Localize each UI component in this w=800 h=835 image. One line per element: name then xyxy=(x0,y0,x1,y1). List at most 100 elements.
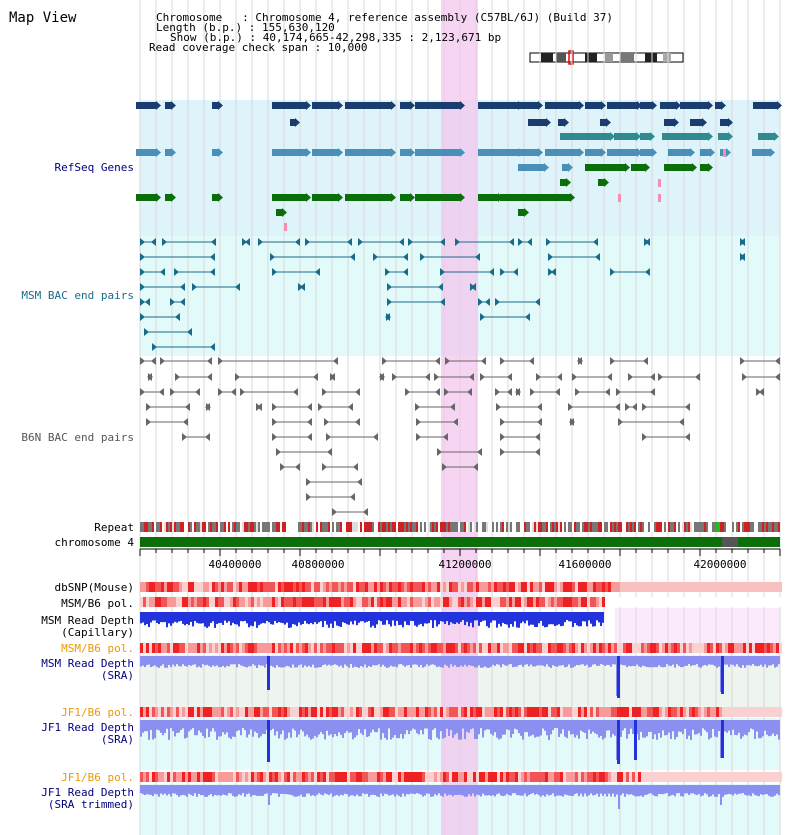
heat-cell xyxy=(371,707,374,717)
depth-bar xyxy=(406,720,408,731)
heat-cell xyxy=(356,643,359,653)
b6n-bac-pair-end xyxy=(207,373,212,381)
heat-cell xyxy=(305,772,308,782)
heat-cell xyxy=(455,597,458,607)
heat-cell xyxy=(509,772,512,782)
heat-cell xyxy=(725,582,728,592)
b6n-bac-pair-end xyxy=(231,388,236,396)
depth-bar xyxy=(522,785,524,796)
depth-bar xyxy=(520,656,522,665)
heat-cell xyxy=(284,707,287,717)
track-label-b6n-bac[interactable]: B6N BAC end pairs xyxy=(21,431,134,444)
depth-bar xyxy=(548,720,550,740)
depth-bar xyxy=(402,612,404,628)
depth-bar xyxy=(420,785,422,795)
heat-cell xyxy=(392,597,395,607)
depth-bar xyxy=(338,656,340,667)
depth-spike xyxy=(634,720,637,760)
depth-bar xyxy=(384,785,386,794)
repeat-element xyxy=(694,522,696,532)
depth-bar xyxy=(202,656,204,665)
gene-arrow xyxy=(295,118,300,127)
depth-bar xyxy=(516,785,518,796)
depth-bar xyxy=(236,785,238,797)
heat-cell xyxy=(287,643,290,653)
depth-bar xyxy=(238,785,240,795)
heat-cell xyxy=(779,597,782,607)
heat-cell xyxy=(620,772,623,782)
repeat-element xyxy=(152,522,154,532)
depth-bar xyxy=(664,785,666,794)
depth-bar xyxy=(604,656,606,666)
depth-bar xyxy=(432,720,434,730)
depth-bar xyxy=(272,720,274,729)
heat-cell xyxy=(257,597,260,607)
depth-bar xyxy=(398,612,400,626)
heat-cell xyxy=(152,582,155,592)
depth-bar xyxy=(268,612,270,623)
gene-arrow xyxy=(579,148,584,157)
heat-cell xyxy=(419,597,422,607)
depth-bar xyxy=(760,785,762,795)
b6n-bac-pair-end xyxy=(481,357,486,365)
heat-cell xyxy=(659,772,662,782)
depth-bar xyxy=(518,720,520,734)
heat-cell xyxy=(389,582,392,592)
heat-cell xyxy=(140,582,143,592)
heat-cell xyxy=(254,772,257,782)
depth-bar xyxy=(768,720,770,737)
repeat-element xyxy=(606,522,608,532)
depth-bar xyxy=(202,612,204,624)
heat-cell xyxy=(773,707,776,717)
depth-bar xyxy=(324,612,326,621)
msm-bac-pair-end xyxy=(527,238,532,246)
heat-cell xyxy=(407,707,410,717)
heat-cell xyxy=(395,582,398,592)
repeat-element xyxy=(234,522,236,532)
heat-cell xyxy=(779,582,782,592)
depth-bar xyxy=(450,612,452,623)
b6n-bac-pair-end xyxy=(307,418,312,426)
heat-cell xyxy=(386,707,389,717)
heat-cell xyxy=(623,707,626,717)
heat-cell xyxy=(539,597,542,607)
depth-bar xyxy=(316,656,318,668)
depth-bar xyxy=(392,785,394,795)
depth-bar xyxy=(508,612,510,628)
depth-bar xyxy=(700,785,702,797)
heat-cell xyxy=(380,707,383,717)
gene-feature xyxy=(560,133,610,140)
heat-cell xyxy=(239,643,242,653)
depth-bar xyxy=(284,656,286,667)
heat-cell xyxy=(293,707,296,717)
gene-arrow xyxy=(171,101,176,110)
depth-bar xyxy=(564,720,566,737)
depth-bar xyxy=(166,785,168,796)
depth-bar xyxy=(696,785,698,795)
heat-cell xyxy=(323,643,326,653)
depth-bar xyxy=(778,785,780,796)
track-label-msm-bac[interactable]: MSM BAC end pairs xyxy=(21,289,134,302)
depth-bar xyxy=(734,785,736,794)
depth-bar xyxy=(462,720,464,729)
depth-bar xyxy=(678,720,680,732)
depth-bar xyxy=(300,612,302,625)
msm-bac-pair-end xyxy=(403,253,408,261)
depth-bar xyxy=(218,785,220,796)
track-label-refseq[interactable]: RefSeq Genes xyxy=(54,161,134,174)
repeat-element xyxy=(270,522,272,532)
heat-cell xyxy=(665,582,668,592)
depth-bar xyxy=(758,720,760,739)
depth-bar xyxy=(280,785,282,794)
gene-feature xyxy=(518,102,538,109)
depth-bar xyxy=(492,785,494,796)
repeat-element xyxy=(296,522,298,532)
depth-bar xyxy=(486,720,488,730)
heat-cell xyxy=(422,707,425,717)
depth-bar xyxy=(312,656,314,665)
depth-bar xyxy=(228,720,230,738)
repeat-element xyxy=(588,522,590,532)
heat-cell xyxy=(617,772,620,782)
heat-cell xyxy=(182,597,185,607)
msm-bac-pair-end xyxy=(373,253,378,261)
